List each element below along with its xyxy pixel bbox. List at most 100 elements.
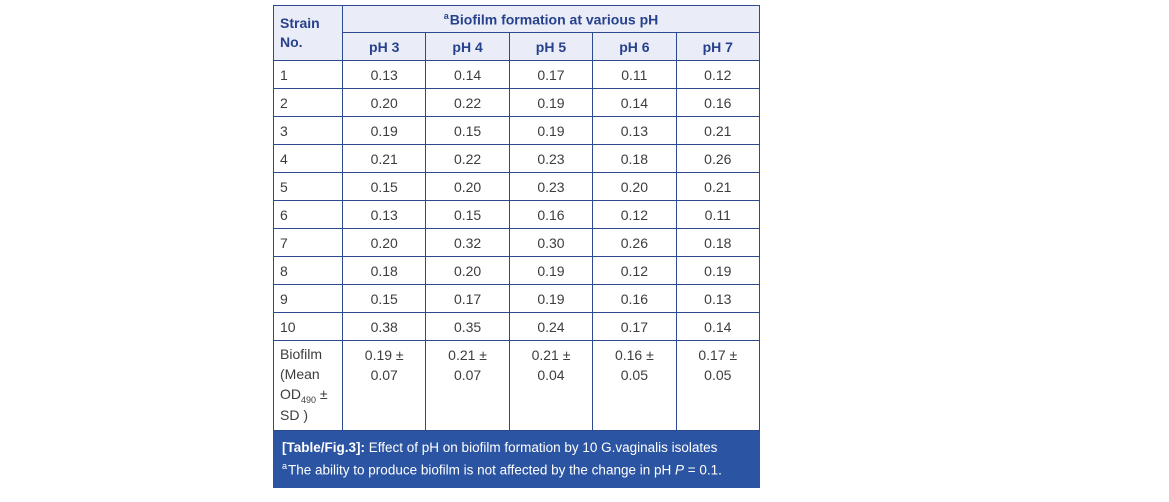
od-value-cell: 0.13 [592,116,677,145]
od-value-cell: 0.32 [425,228,510,257]
span-header-row: Strain No. aBiofilm formation at various… [273,5,760,61]
od-value-cell: 0.15 [425,200,510,229]
strain-number-cell: 6 [273,200,343,229]
table-row: 2 0.20 0.22 0.19 0.14 0.16 [273,88,761,117]
od-value-cell: 0.17 [425,284,510,313]
od-value-cell: 0.23 [508,144,594,173]
ph7-column-header: pH 7 [675,32,761,61]
table-row: 5 0.15 0.20 0.23 0.20 0.21 [273,172,761,201]
od-value-cell: 0.12 [675,60,761,89]
footnote-marker-a: a [443,10,449,21]
od-value-cell: 0.35 [425,312,510,341]
table-body: 1 0.13 0.14 0.17 0.11 0.12 2 0.20 0.22 0.19 0.14 0.… [273,60,761,341]
table-row: 7 0.20 0.32 0.30 0.26 0.18 [273,228,761,257]
mean-od-value-cell: 0.21 ± 0.04 [508,339,594,432]
footnote-marker-a: a [282,460,288,471]
od-value-cell: 0.13 [675,284,761,313]
strain-number-cell: 3 [273,116,343,145]
mean-label-cell: Biofilm (Mean OD490 ± SD ) [273,339,343,432]
mean-value-line2: 0.05 [620,367,648,384]
caption-line-2: aThe ability to produce biofilm is not a… [282,459,751,481]
ph3-column-header: pH 3 [341,32,427,61]
table-row: 8 0.18 0.20 0.19 0.12 0.19 [273,256,761,285]
od-value-cell: 0.21 [341,144,427,173]
biofilm-table: Strain No. aBiofilm formation at various… [273,5,761,432]
mean-row: Biofilm (Mean OD490 ± SD ) 0.19 ± 0.07 0.2… [273,339,761,432]
span-header-text: Biofilm formation at various pH [449,11,659,28]
mean-value-line2: 0.04 [537,367,565,384]
caption-title-text: Effect of pH on biofilm formation by 10 … [365,440,718,456]
mean-od-value-cell: 0.21 ± 0.07 [425,339,510,432]
od-value-cell: 0.38 [341,312,427,341]
od-value-cell: 0.13 [341,60,427,89]
p-value-symbol: P [675,462,685,478]
mean-value-line1: 0.16 ± [614,347,654,363]
od-value-cell: 0.19 [508,88,594,117]
od-value-cell: 0.14 [675,312,761,341]
table-header: Strain No. aBiofilm formation at various… [273,5,761,61]
mean-od-value-cell: 0.16 ± 0.05 [592,339,677,432]
od-value-cell: 0.19 [508,256,594,285]
biofilm-span-header: aBiofilm formation at various pH [342,5,760,33]
mean-value-line1: 0.21 ± [531,347,571,363]
table-figure: Strain No. aBiofilm formation at various… [273,5,761,488]
od-value-cell: 0.15 [341,172,427,201]
od-value-cell: 0.19 [508,116,594,145]
mean-label-text: Biofilm (Mean OD [280,346,323,402]
mean-od-value-cell: 0.17 ± 0.05 [675,339,761,432]
od-value-cell: 0.23 [508,172,594,201]
figure-caption: [Table/Fig.3]: Effect of pH on biofilm f… [273,431,760,488]
strain-number-cell: 7 [273,228,343,257]
od-value-cell: 0.13 [341,200,427,229]
od-value-cell: 0.24 [508,312,594,341]
od-value-cell: 0.14 [425,60,510,89]
p-value-text: = 0.1. [684,462,722,478]
strain-number-cell: 10 [273,312,343,341]
od-value-cell: 0.16 [592,284,677,313]
od-value-cell: 0.11 [592,60,677,89]
od-value-cell: 0.17 [592,312,677,341]
od-subscript: 490 [301,394,317,405]
od-value-cell: 0.20 [425,172,510,201]
od-value-cell: 0.22 [425,144,510,173]
od-value-cell: 0.15 [341,284,427,313]
strain-number-cell: 5 [273,172,343,201]
strain-number-cell: 1 [273,60,343,89]
strain-number-cell: 4 [273,144,343,173]
mean-label-text-end: ± SD ) [280,385,328,424]
table-row: 1 0.13 0.14 0.17 0.11 0.12 [273,60,761,89]
caption-line-1: [Table/Fig.3]: Effect of pH on biofilm f… [282,437,751,459]
od-value-cell: 0.12 [592,256,677,285]
od-value-cell: 0.21 [675,172,761,201]
od-value-cell: 0.18 [592,144,677,173]
od-value-cell: 0.12 [592,200,677,229]
table-row: 10 0.38 0.35 0.24 0.17 0.14 [273,312,761,341]
od-value-cell: 0.11 [675,200,761,229]
od-value-cell: 0.20 [341,228,427,257]
ph5-column-header: pH 5 [508,32,594,61]
mean-value-line1: 0.17 ± [698,347,738,363]
strain-no-header: Strain No. [273,5,343,61]
mean-value-line2: 0.07 [370,367,398,384]
od-value-cell: 0.21 [675,116,761,145]
table-row: 6 0.13 0.15 0.16 0.12 0.11 [273,200,761,229]
od-value-cell: 0.18 [675,228,761,257]
od-value-cell: 0.15 [425,116,510,145]
od-value-cell: 0.26 [592,228,677,257]
od-value-cell: 0.20 [341,88,427,117]
table-footer: Biofilm (Mean OD490 ± SD ) 0.19 ± 0.07 0.2… [273,339,761,432]
ph6-column-header: pH 6 [592,32,677,61]
table-row: 3 0.19 0.15 0.19 0.13 0.21 [273,116,761,145]
ph4-column-header: pH 4 [425,32,510,61]
ph-header-row: pH 3 pH 4 pH 5 pH 6 pH 7 [274,32,761,61]
od-value-cell: 0.19 [341,116,427,145]
mean-value-line2: 0.05 [704,367,732,384]
mean-value-line1: 0.21 ± [448,347,487,363]
mean-value-line1: 0.19 ± [364,347,404,363]
od-value-cell: 0.20 [425,256,510,285]
table-row: 4 0.21 0.22 0.23 0.18 0.26 [273,144,761,173]
od-value-cell: 0.17 [508,60,594,89]
od-value-cell: 0.16 [508,200,594,229]
strain-number-cell: 9 [273,284,343,313]
od-value-cell: 0.18 [341,256,427,285]
